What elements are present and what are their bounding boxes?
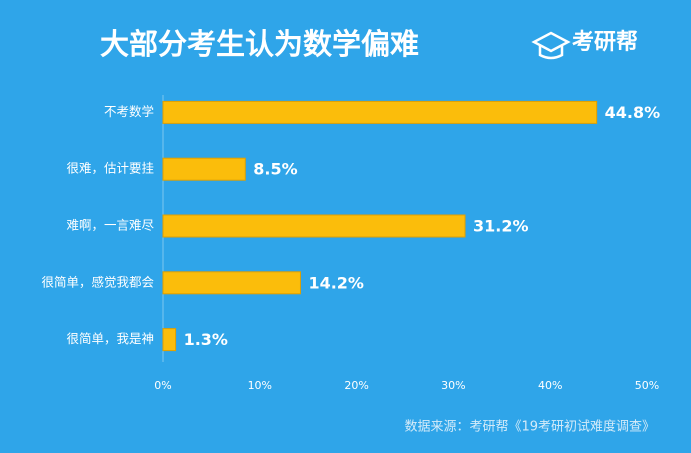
y-tick-label: 很难，估计要挂 xyxy=(66,161,154,176)
x-tick-label: 0% xyxy=(154,379,171,392)
x-tick-label: 20% xyxy=(344,379,368,392)
value-label: 14.2% xyxy=(308,273,364,292)
bar xyxy=(162,100,598,124)
y-tick-label: 不考数学 xyxy=(104,104,154,119)
y-tick-label: 很简单，感觉我都会 xyxy=(41,274,154,289)
x-tick-label: 40% xyxy=(538,379,562,392)
chart-title: 大部分考生认为数学偏难 xyxy=(100,27,419,61)
brand-icon xyxy=(531,31,571,60)
brand: 考研帮 xyxy=(572,29,638,55)
value-label: 31.2% xyxy=(473,217,529,236)
value-label: 44.8% xyxy=(605,103,661,122)
value-label: 1.3% xyxy=(184,330,228,349)
value-label: 8.5% xyxy=(253,160,297,179)
bar xyxy=(162,214,466,238)
bar xyxy=(162,328,177,352)
bar xyxy=(162,157,246,181)
x-tick-label: 50% xyxy=(635,379,659,392)
y-tick-label: 难啊，一言难尽 xyxy=(66,218,154,233)
x-tick-label: 30% xyxy=(441,379,465,392)
y-tick-label: 很简单，我是神 xyxy=(66,331,154,346)
x-tick-label: 10% xyxy=(248,379,272,392)
bar xyxy=(162,271,301,295)
source: 数据来源：考研帮《19考研初试难度调查》 xyxy=(404,419,655,435)
